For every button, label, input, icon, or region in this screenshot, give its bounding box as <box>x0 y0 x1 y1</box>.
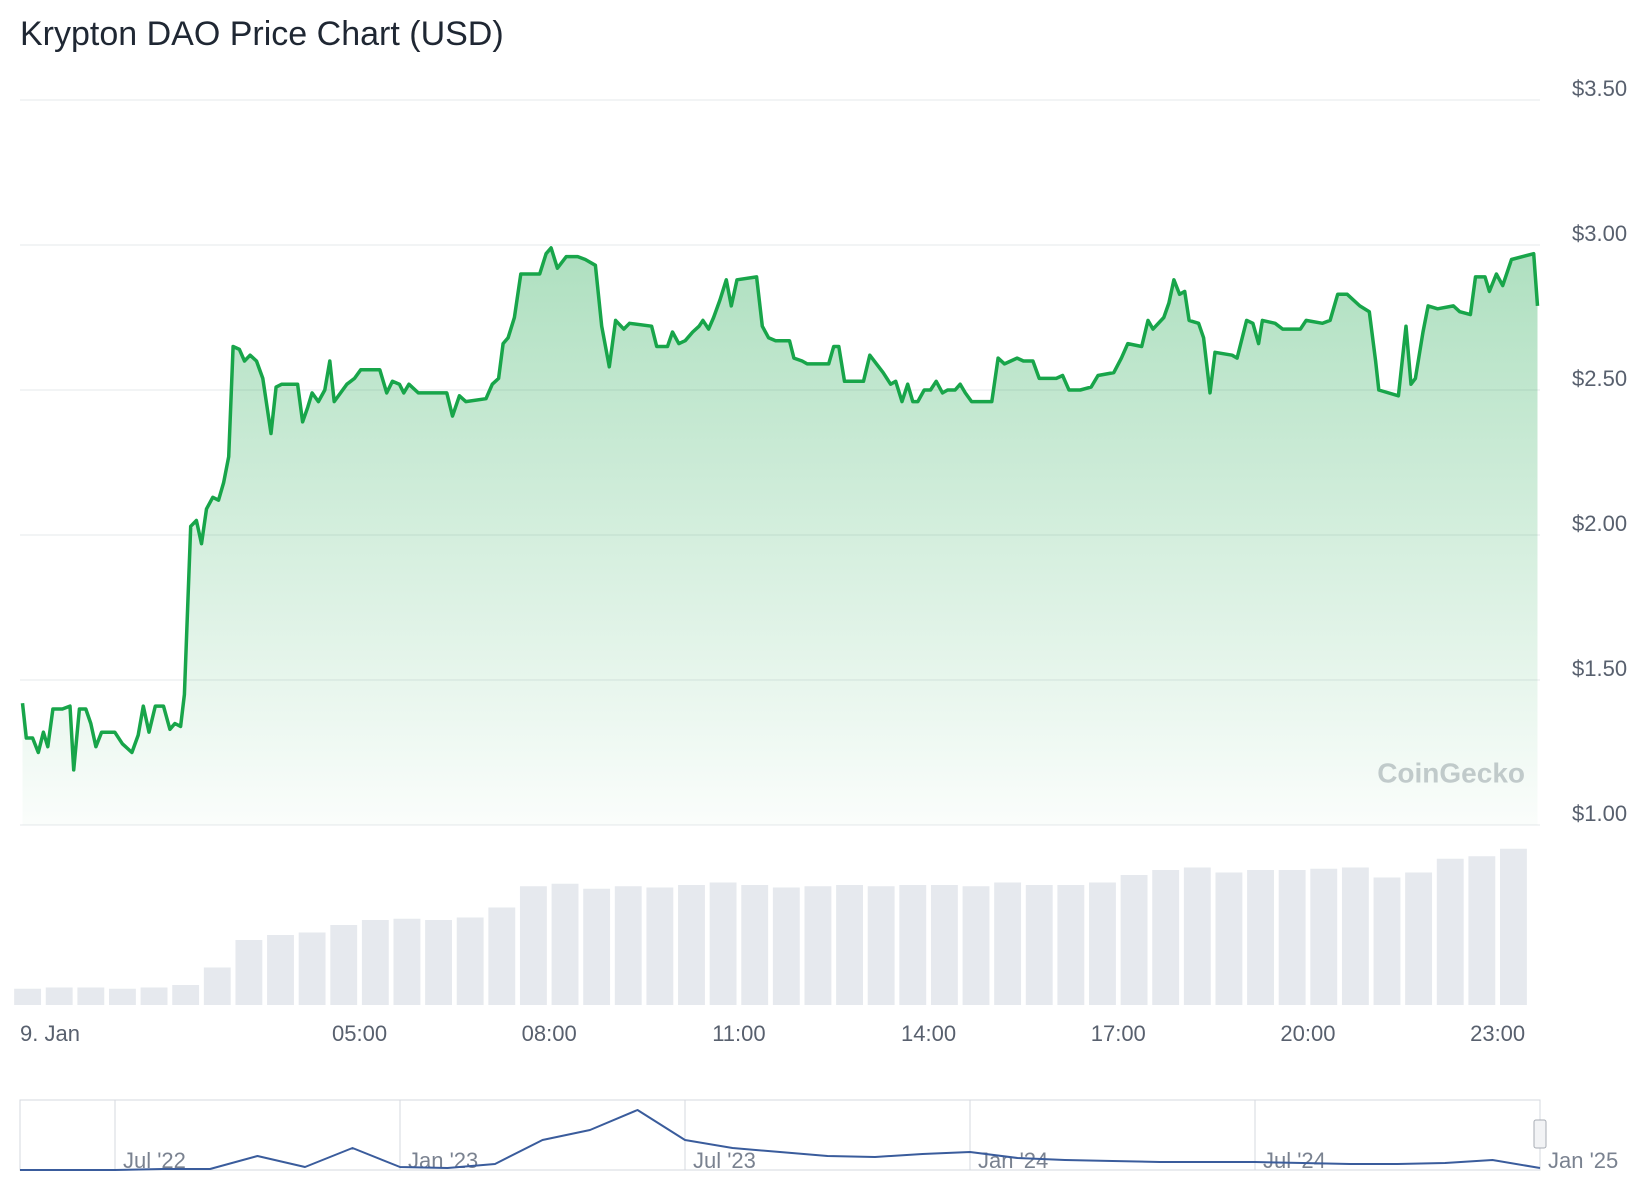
volume-bar <box>488 907 516 1005</box>
volume-bar <box>1405 872 1433 1005</box>
volume-bar <box>77 987 105 1005</box>
volume-bar <box>551 883 579 1005</box>
volume-bar <box>1247 870 1274 1005</box>
y-tick-label: $1.00 <box>1572 801 1627 826</box>
volume-bar <box>1152 870 1180 1005</box>
volume-bar <box>646 887 674 1005</box>
volume-bar <box>709 882 737 1005</box>
volume-bar <box>330 925 358 1005</box>
volume-bar <box>1436 858 1464 1005</box>
volume-bar <box>14 988 42 1005</box>
volume-bar <box>1373 877 1401 1005</box>
x-tick-label: 23:00 <box>1470 1021 1525 1046</box>
chart-title: Krypton DAO Price Chart (USD) <box>20 15 504 53</box>
volume-bar <box>741 885 769 1005</box>
volume-bar <box>804 886 832 1005</box>
volume-bar <box>45 987 73 1005</box>
line <box>20 1109 1541 1171</box>
x-tick-label: 20:00 <box>1280 1021 1335 1046</box>
x-tick-label: 11:00 <box>712 1021 765 1046</box>
area <box>22 247 1538 825</box>
y-tick-label: $2.00 <box>1572 511 1627 536</box>
volume-bar <box>772 887 800 1005</box>
volume-bar <box>1341 867 1369 1005</box>
y-tick-label: $1.50 <box>1572 656 1627 681</box>
navigator-handle <box>1533 1119 1547 1149</box>
x-tick-label: Jan '23 <box>408 1148 478 1173</box>
volume-bar <box>867 886 895 1005</box>
volume-bar <box>361 920 389 1005</box>
y-tick-label: $3.00 <box>1572 221 1627 246</box>
volume-bar <box>1310 868 1338 1005</box>
volume-bar <box>172 985 200 1005</box>
x-tick-label: Jul '23 <box>693 1148 756 1173</box>
volume-bar <box>1278 870 1306 1005</box>
volume-bar <box>108 988 136 1005</box>
line <box>20 246 1540 772</box>
volume-bar <box>267 935 294 1005</box>
volume-bar <box>1120 875 1148 1005</box>
x-tick-label: Jan '24 <box>978 1148 1048 1173</box>
volume-bar <box>614 886 642 1005</box>
volume-bar <box>519 886 547 1005</box>
volume-bar <box>425 920 453 1005</box>
volume-bar <box>930 885 958 1005</box>
x-tick-label: 9. Jan <box>20 1021 80 1046</box>
volume-bar <box>836 885 863 1005</box>
volume-bar <box>1183 867 1211 1005</box>
volume-bar <box>1057 885 1085 1005</box>
x-tick-label: 17:00 <box>1091 1021 1146 1046</box>
volume-bar <box>1025 885 1053 1005</box>
x-tick-label: 08:00 <box>522 1021 577 1046</box>
volume-bar <box>994 882 1022 1005</box>
x-tick-label: 05:00 <box>332 1021 387 1046</box>
volume-bar <box>962 886 990 1005</box>
y-tick-label: $2.50 <box>1572 366 1627 391</box>
volume-bar <box>1468 856 1496 1005</box>
volume-bar <box>140 987 168 1005</box>
volume-bar <box>1500 848 1527 1005</box>
volume-bar <box>203 967 231 1005</box>
volume-bar <box>456 917 484 1005</box>
x-tick-label: Jan '25 <box>1548 1148 1618 1173</box>
volume-bar <box>1089 882 1116 1005</box>
volume-bar <box>235 940 263 1005</box>
y-tick-label: $3.50 <box>1572 76 1627 101</box>
x-tick-label: Jul '24 <box>1263 1148 1326 1173</box>
volume-bar <box>393 918 421 1005</box>
volume-bar <box>1215 872 1243 1005</box>
volume-bar <box>678 885 705 1005</box>
x-tick-label: 14:00 <box>901 1021 956 1046</box>
volume-bar <box>583 888 611 1005</box>
volume-bar <box>899 885 927 1005</box>
volume-bar <box>298 932 326 1005</box>
